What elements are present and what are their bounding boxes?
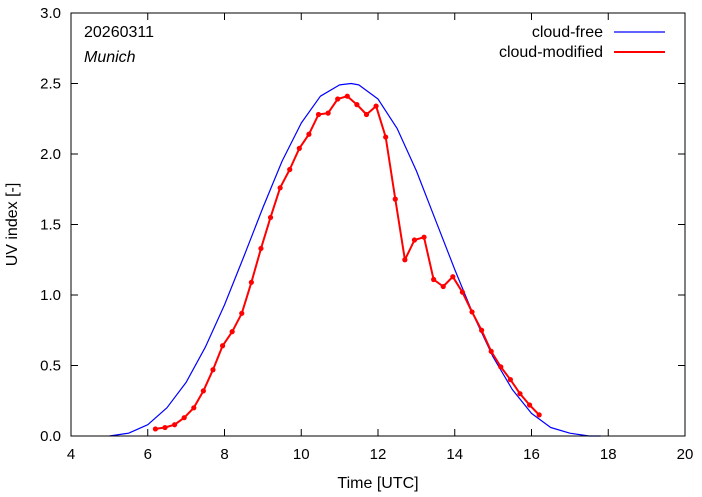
date-annotation: 20260311	[84, 24, 154, 41]
data-point-cloud-modified	[210, 367, 216, 373]
data-point-cloud-modified	[258, 245, 264, 252]
x-tick-label: 14	[446, 446, 463, 463]
data-point-cloud-modified	[162, 424, 168, 431]
data-point-cloud-modified	[517, 391, 523, 397]
data-point-cloud-modified	[325, 110, 331, 116]
y-tick-label: 2.0	[40, 146, 61, 163]
series-line-cloud-free	[109, 82, 601, 437]
data-point-cloud-modified	[335, 96, 341, 102]
y-axis-title: UV index [-]	[4, 183, 21, 267]
plot-lines	[109, 82, 601, 437]
data-point-cloud-modified	[152, 426, 159, 432]
data-point-cloud-modified	[402, 257, 408, 263]
data-point-cloud-modified	[488, 348, 494, 354]
data-point-cloud-modified	[296, 145, 302, 151]
x-tick-label: 4	[67, 446, 75, 463]
x-axis-title: Time [UTC]	[337, 475, 418, 492]
x-tick-label: 10	[293, 446, 310, 463]
legend-label-cloud-free: cloud-free	[532, 24, 603, 41]
data-point-cloud-modified	[354, 102, 360, 108]
x-tick-label: 12	[370, 446, 387, 463]
x-tick-label: 6	[144, 446, 152, 463]
legend: cloud-free cloud-modified	[499, 24, 665, 61]
data-point-cloud-modified	[392, 196, 398, 202]
x-tick-label: 16	[523, 446, 540, 463]
data-point-cloud-modified	[239, 310, 245, 316]
y-tick-label: 0.0	[40, 428, 61, 445]
data-point-cloud-modified	[363, 111, 370, 118]
y-tick-label: 2.5	[40, 76, 61, 93]
legend-label-cloud-modified: cloud-modified	[499, 44, 603, 61]
y-tick-label: 1.0	[40, 287, 61, 304]
data-point-cloud-modified	[306, 131, 312, 137]
data-point-cloud-modified	[459, 289, 466, 295]
x-tick-label: 18	[600, 446, 617, 463]
data-point-cloud-modified	[450, 274, 456, 280]
location-annotation: Munich	[84, 49, 136, 66]
data-point-cloud-modified	[440, 283, 446, 290]
y-tick-label: 0.5	[40, 358, 61, 375]
data-point-cloud-modified	[479, 327, 485, 333]
data-point-cloud-modified	[267, 214, 274, 221]
data-point-cloud-modified	[469, 309, 475, 315]
plot-frame	[70, 12, 686, 437]
data-point-cloud-modified	[536, 412, 542, 418]
data-point-cloud-modified	[200, 388, 206, 394]
data-point-cloud-modified	[383, 134, 389, 140]
data-point-cloud-modified	[277, 185, 283, 191]
x-tick-label: 20	[677, 446, 694, 463]
data-point-cloud-modified	[507, 377, 513, 383]
data-point-cloud-modified	[229, 329, 235, 335]
data-point-cloud-modified	[181, 415, 187, 421]
data-point-cloud-modified	[421, 234, 427, 240]
data-point-cloud-modified	[373, 103, 379, 109]
data-point-cloud-modified	[248, 279, 254, 285]
data-point-cloud-modified	[172, 422, 178, 428]
x-tick-label: 8	[220, 446, 228, 463]
data-point-cloud-modified	[315, 111, 322, 118]
y-tick-label: 3.0	[40, 5, 61, 22]
data-point-cloud-modified	[411, 237, 418, 243]
y-tick-label: 1.5	[40, 217, 61, 234]
data-point-cloud-modified	[498, 364, 504, 370]
data-point-cloud-modified	[344, 93, 350, 99]
data-point-cloud-modified	[526, 402, 533, 408]
data-point-cloud-modified	[431, 276, 437, 283]
data-point-cloud-modified	[219, 343, 226, 349]
data-point-cloud-modified	[191, 405, 197, 411]
data-point-cloud-modified	[287, 166, 293, 173]
